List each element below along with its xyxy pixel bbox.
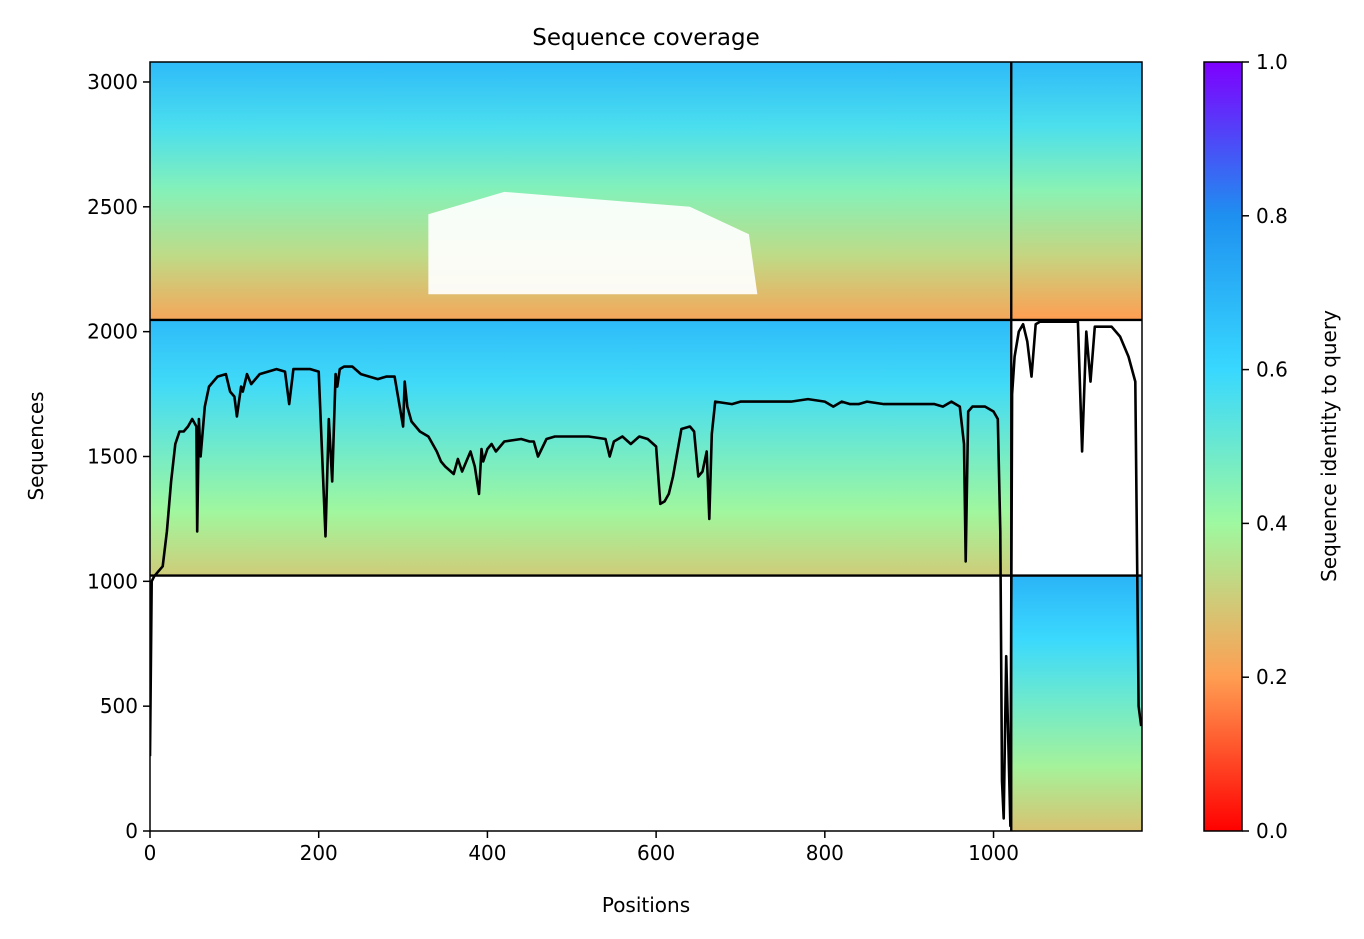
y-axis-label: Sequences — [24, 391, 48, 500]
y-tick-label: 2500 — [87, 195, 138, 219]
coverage-block — [150, 319, 1012, 576]
x-tick-label: 200 — [300, 841, 338, 865]
colorbar-ticks: 0.0 0.2 0.4 0.6 0.8 1.0 — [1242, 50, 1288, 843]
x-tick-label: 800 — [806, 841, 844, 865]
colorbar-tick-label: 0.8 — [1256, 204, 1288, 228]
x-tick-label: 600 — [637, 841, 675, 865]
chart-title: Sequence coverage — [532, 25, 760, 51]
coverage-block — [1011, 575, 1142, 831]
x-axis-label: Positions — [602, 893, 690, 917]
coverage-blocks — [150, 62, 1142, 831]
y-tick-label: 1500 — [87, 444, 138, 468]
colorbar — [1203, 61, 1243, 832]
colorbar-tick-label: 0.2 — [1256, 665, 1288, 689]
colorbar-tick-label: 0.0 — [1256, 819, 1288, 843]
colorbar-tick-label: 1.0 — [1256, 50, 1288, 74]
plot-frame — [149, 61, 1143, 832]
coverage-gap — [428, 191, 758, 295]
coverage-gaps — [428, 191, 758, 295]
y-tick-label: 1000 — [87, 569, 138, 593]
y-axis: 0 500 1000 1500 2000 2500 3000 — [87, 70, 150, 843]
colorbar-label: Sequence identity to query — [1317, 310, 1341, 582]
y-tick-label: 3000 — [87, 70, 138, 94]
y-tick-label: 500 — [100, 694, 138, 718]
x-axis: 0 200 400 600 800 1000 — [144, 831, 1019, 865]
colorbar-tick-label: 0.6 — [1256, 358, 1288, 382]
y-tick-label: 0 — [125, 819, 138, 843]
x-tick-label: 400 — [468, 841, 506, 865]
coverage-block — [1011, 62, 1142, 320]
colorbar-tick-label: 0.4 — [1256, 511, 1288, 535]
coverage-line — [150, 320, 1142, 828]
y-tick-label: 2000 — [87, 320, 138, 344]
x-tick-label: 1000 — [968, 841, 1019, 865]
x-tick-label: 0 — [144, 841, 157, 865]
